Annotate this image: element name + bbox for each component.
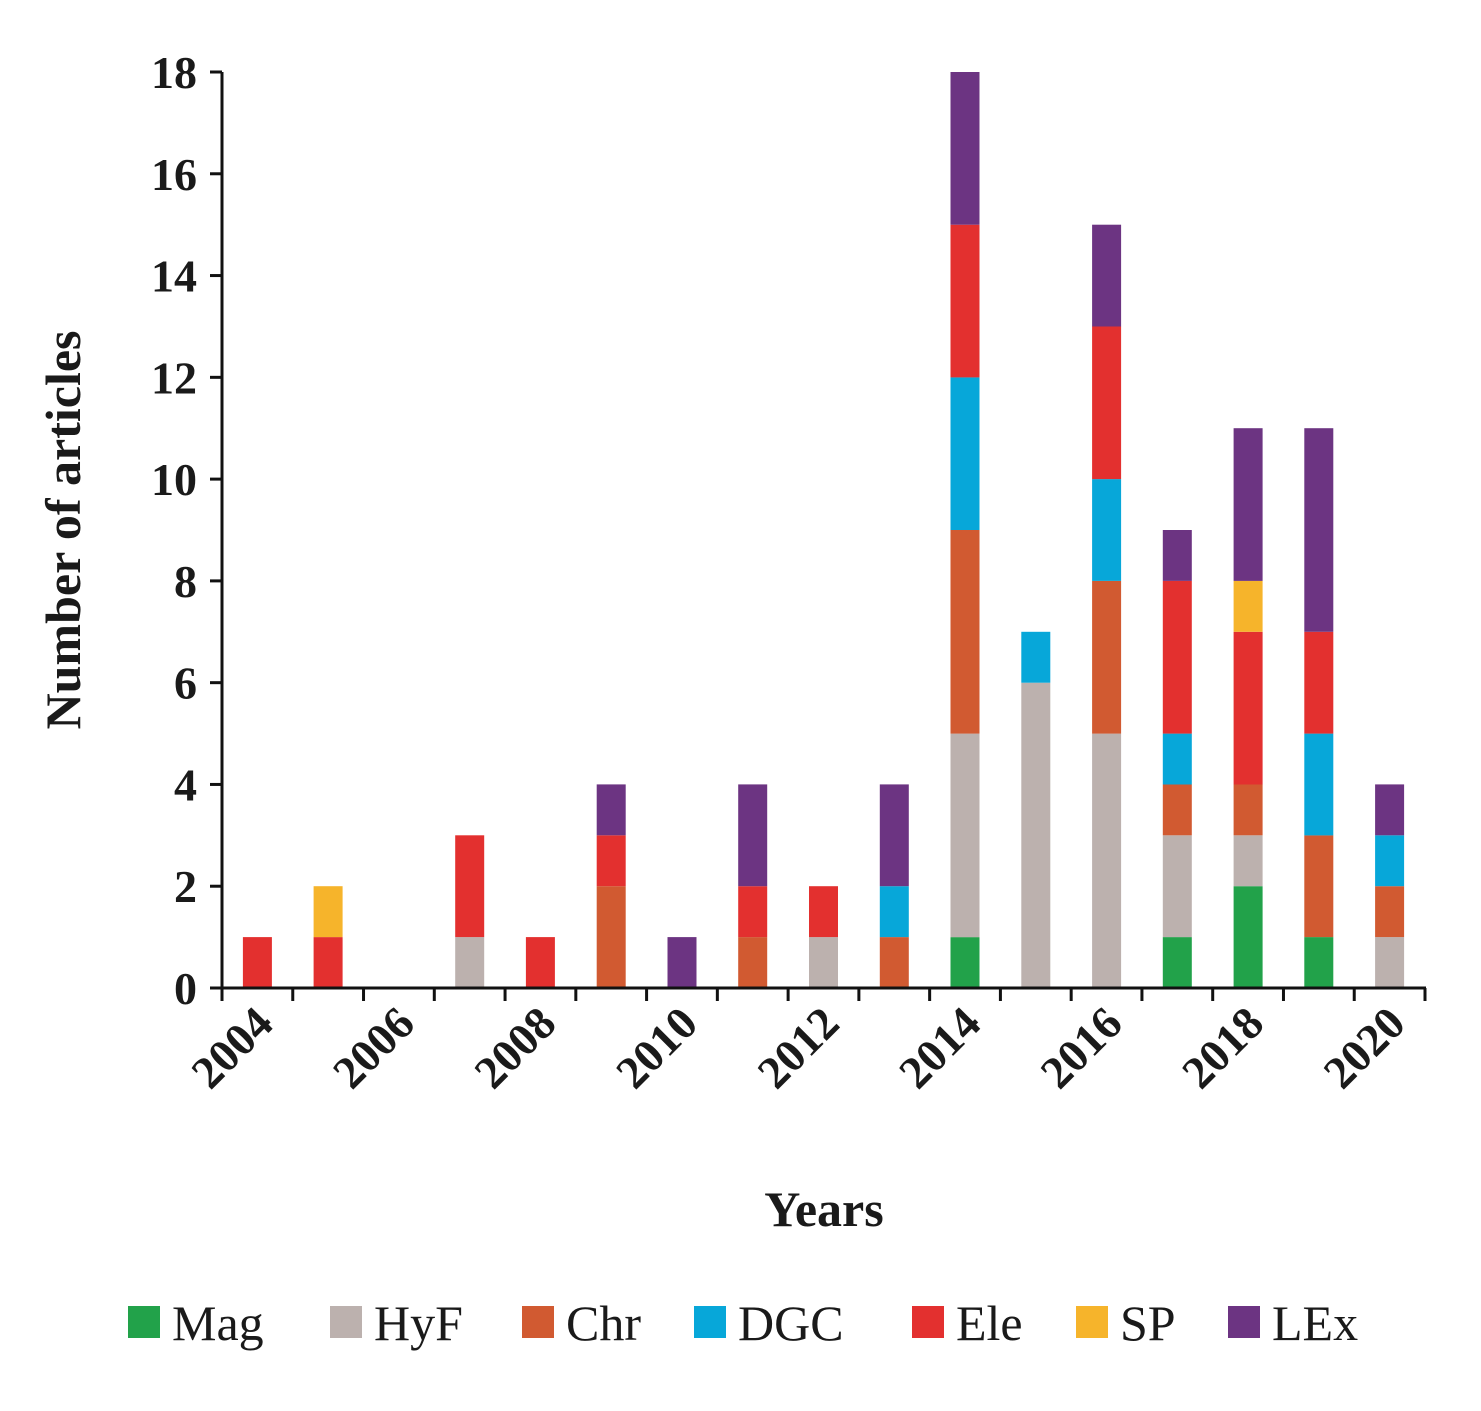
bar-segment-chr-2018 xyxy=(1233,784,1263,836)
legend-swatch-mag xyxy=(128,1306,160,1338)
x-tick-label-2018: 2018 xyxy=(1172,997,1273,1098)
bar-segment-lex-2013 xyxy=(879,784,909,887)
x-tick-label-2016: 2016 xyxy=(1031,997,1132,1098)
legend-item-mag: Mag xyxy=(128,1295,264,1351)
bar-segment-hyf-2007 xyxy=(455,937,485,988)
legend-label-mag: Mag xyxy=(172,1295,264,1351)
x-tick-label-2008: 2008 xyxy=(464,997,565,1098)
legend-label-chr: Chr xyxy=(566,1295,641,1351)
bar-segment-ele-2016 xyxy=(1092,326,1122,480)
bar-segment-hyf-2014 xyxy=(950,733,980,938)
bar-segment-lex-2017 xyxy=(1162,530,1192,581)
bar-segment-dgc-2016 xyxy=(1092,479,1122,581)
legend-item-lex: LEx xyxy=(1228,1295,1358,1351)
legend-swatch-sp xyxy=(1076,1306,1108,1338)
y-tick-label: 10 xyxy=(151,454,197,505)
bar-segment-mag-2017 xyxy=(1162,937,1192,988)
bar-segment-sp-2005 xyxy=(313,886,343,938)
legend-label-ele: Ele xyxy=(956,1295,1023,1351)
bar-segment-dgc-2015 xyxy=(1021,631,1051,683)
legend-item-dgc: DGC xyxy=(694,1295,844,1351)
bar-segment-chr-2013 xyxy=(879,937,909,988)
x-tick-labels: 2004 2006 2008 2010 2012 2014 2016 2018 2020 xyxy=(181,997,1414,1098)
bar-segment-hyf-2017 xyxy=(1162,835,1192,938)
bar-segment-dgc-2020 xyxy=(1375,835,1405,887)
bar-segment-mag-2014 xyxy=(950,937,980,988)
bar-segment-dgc-2019 xyxy=(1304,733,1334,836)
bar-segment-hyf-2020 xyxy=(1375,937,1405,988)
bar-segment-chr-2017 xyxy=(1162,784,1192,836)
bar-segment-hyf-2012 xyxy=(809,937,838,988)
y-tick-label: 14 xyxy=(151,251,197,302)
bar-segment-dgc-2017 xyxy=(1162,733,1192,785)
bar-segment-sp-2018 xyxy=(1233,580,1263,632)
bar-segment-chr-2009 xyxy=(596,886,626,988)
bar-segment-dgc-2013 xyxy=(879,886,909,938)
bar-segment-lex-2020 xyxy=(1375,784,1405,836)
bar-segment-mag-2018 xyxy=(1233,886,1263,988)
legend-swatch-hyf xyxy=(330,1306,362,1338)
bars-layer xyxy=(242,72,1405,988)
bar-segment-lex-2014 xyxy=(950,72,980,225)
x-tick-label-2012: 2012 xyxy=(747,997,848,1098)
x-tick-label-2006: 2006 xyxy=(323,997,424,1098)
bar-segment-ele-2009 xyxy=(596,835,626,887)
legend-label-dgc: DGC xyxy=(738,1295,844,1351)
bar-segment-ele-2004 xyxy=(242,937,272,988)
x-tick-label-2020: 2020 xyxy=(1314,997,1415,1098)
legend-swatch-lex xyxy=(1228,1306,1260,1338)
y-tick-label: 16 xyxy=(151,149,197,200)
legend-item-sp: SP xyxy=(1076,1295,1176,1351)
x-axis-title: Years xyxy=(764,1181,883,1237)
x-tick-label-2014: 2014 xyxy=(889,997,990,1098)
legend-item-hyf: HyF xyxy=(330,1295,463,1351)
bar-segment-ele-2008 xyxy=(525,937,555,988)
legend-label-hyf: HyF xyxy=(374,1295,463,1351)
y-tick-label: 6 xyxy=(174,658,197,709)
axes-layer xyxy=(210,70,1427,1001)
legend-swatch-ele xyxy=(912,1306,944,1338)
bar-segment-ele-2014 xyxy=(950,224,980,378)
bar-segment-ele-2012 xyxy=(809,886,838,938)
bar-segment-ele-2011 xyxy=(738,886,768,938)
bar-segment-lex-2019 xyxy=(1304,428,1334,632)
bar-segment-ele-2005 xyxy=(313,937,343,988)
y-tick-label: 12 xyxy=(151,352,197,403)
bar-segment-dgc-2014 xyxy=(950,377,980,530)
legend-label-sp: SP xyxy=(1120,1295,1176,1351)
legend-item-ele: Ele xyxy=(912,1295,1023,1351)
y-tick-labels: 0 2 4 6 8 10 12 14 16 18 xyxy=(151,47,197,1014)
bar-segment-lex-2009 xyxy=(596,784,626,836)
bar-segment-lex-2010 xyxy=(667,937,697,988)
y-tick-label: 8 xyxy=(174,556,197,607)
bar-segment-chr-2016 xyxy=(1092,580,1122,734)
bar-segment-chr-2020 xyxy=(1375,886,1405,938)
bar-segment-chr-2014 xyxy=(950,530,980,734)
bar-segment-ele-2018 xyxy=(1233,631,1263,785)
bar-segment-lex-2016 xyxy=(1092,224,1122,327)
bar-segment-hyf-2015 xyxy=(1021,682,1051,988)
legend-label-lex: LEx xyxy=(1272,1295,1358,1351)
legend-swatch-dgc xyxy=(694,1306,726,1338)
y-tick-label: 2 xyxy=(174,861,197,912)
y-tick-label: 0 xyxy=(174,963,197,1014)
y-axis-title: Number of articles xyxy=(35,331,91,730)
bar-segment-hyf-2018 xyxy=(1233,835,1263,887)
bar-segment-ele-2017 xyxy=(1162,580,1192,734)
bar-segment-chr-2019 xyxy=(1304,835,1334,938)
bar-segment-ele-2019 xyxy=(1304,631,1334,734)
bar-segment-chr-2011 xyxy=(738,937,768,988)
legend-swatch-chr xyxy=(522,1306,554,1338)
legend-item-chr: Chr xyxy=(522,1295,641,1351)
y-tick-label: 4 xyxy=(174,759,197,810)
bar-segment-hyf-2016 xyxy=(1092,733,1122,988)
bar-segment-mag-2019 xyxy=(1304,937,1334,988)
y-tick-label: 18 xyxy=(151,47,197,98)
x-tick-label-2010: 2010 xyxy=(606,997,707,1098)
bar-segment-ele-2007 xyxy=(455,835,485,938)
bar-segment-lex-2011 xyxy=(738,784,768,887)
legend: Mag HyF Chr DGC Ele SP LEx xyxy=(128,1295,1358,1351)
bar-segment-lex-2018 xyxy=(1233,428,1263,581)
